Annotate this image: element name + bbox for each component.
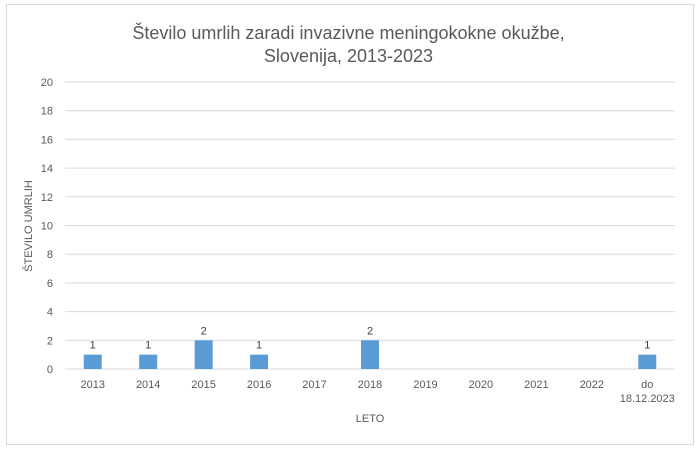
- y-tick-label: 6: [47, 278, 53, 290]
- y-tick-label: 4: [47, 307, 53, 319]
- x-axis-label: LETO: [355, 413, 385, 425]
- x-tick-label: 2019: [413, 379, 437, 391]
- chart-title: Število umrlih zaradi invazivne meningok…: [0, 22, 697, 68]
- y-tick-label: 20: [41, 77, 53, 89]
- x-tick-label: do: [641, 379, 653, 391]
- y-tick-label: 8: [47, 249, 53, 261]
- y-tick-label: 2: [47, 335, 53, 347]
- data-label: 1: [644, 340, 650, 352]
- data-label: 2: [201, 325, 207, 337]
- x-tick-label: 2015: [191, 379, 215, 391]
- bar: [139, 354, 158, 369]
- bar: [83, 354, 102, 369]
- data-label: 1: [256, 340, 262, 352]
- y-tick-label: 16: [41, 134, 53, 146]
- x-tick-label: 2022: [580, 379, 604, 391]
- x-tick-label: 2018: [358, 379, 382, 391]
- bar: [361, 340, 379, 369]
- y-tick-label: 18: [41, 106, 53, 118]
- bar: [250, 354, 269, 369]
- chart-title-line-1: Število umrlih zaradi invazivne meningok…: [132, 23, 565, 43]
- data-label: 1: [145, 340, 151, 352]
- x-tick-label: 2020: [469, 379, 493, 391]
- y-tick-label: 12: [41, 192, 53, 204]
- chart-frame: [6, 4, 694, 445]
- x-tick-label: 18.12.2023: [620, 393, 675, 405]
- x-tick-label: 2014: [136, 379, 160, 391]
- data-label: 1: [90, 340, 96, 352]
- x-tick-label: 2017: [302, 379, 326, 391]
- bar: [194, 340, 213, 369]
- bar: [638, 354, 657, 369]
- y-tick-label: 14: [41, 163, 53, 175]
- x-tick-label: 2013: [80, 379, 104, 391]
- y-tick-label: 10: [41, 221, 53, 233]
- data-label: 2: [367, 325, 373, 337]
- chart-title-line-2: Slovenija, 2013-2023: [263, 46, 434, 66]
- x-tick-label: 2016: [247, 379, 271, 391]
- x-tick-label: 2021: [524, 379, 548, 391]
- y-tick-label: 0: [47, 364, 53, 376]
